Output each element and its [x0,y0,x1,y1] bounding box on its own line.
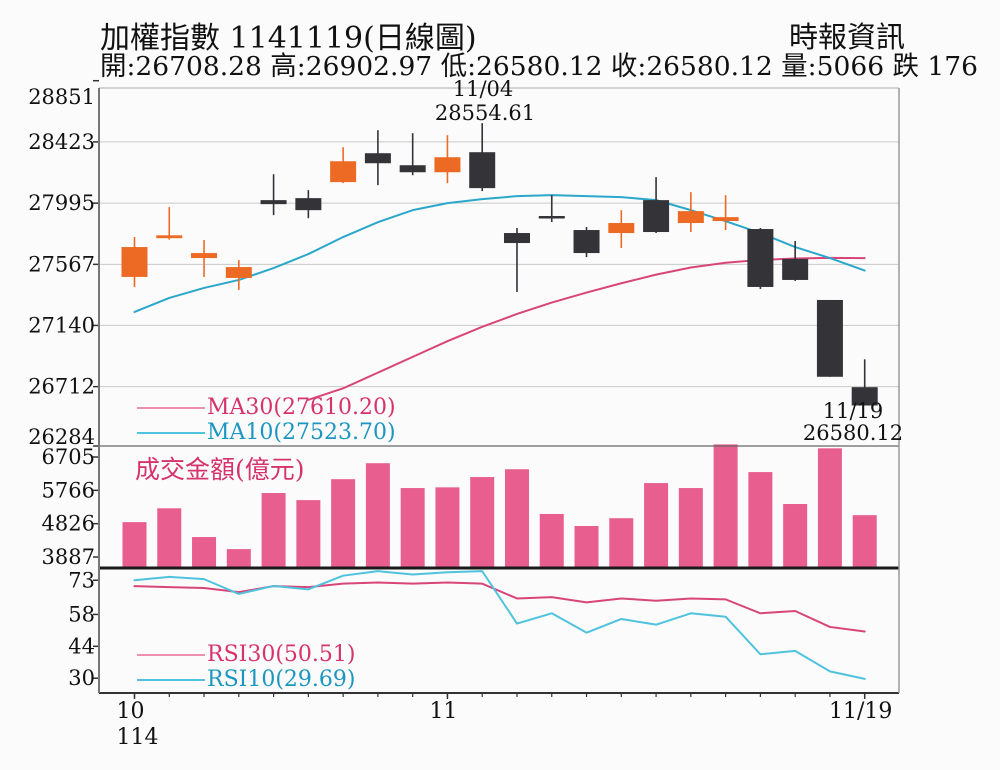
candle-body [677,211,704,224]
volume-pane-title: 成交金額(億元) [135,455,305,484]
candle-body [434,157,461,173]
volume-bar [783,504,808,568]
ma10-legend: MA10(27523.70) [137,420,396,445]
price-y-axis-label: 27995 [28,191,95,215]
rsi-y-axis-label: 58 [68,602,95,626]
rsi30-legend: RSI30(50.51) [137,642,356,667]
data-source-label: 時報資訊 [788,20,905,54]
rsi30-legend-label: RSI30(50.51) [207,642,356,667]
candle-body [538,216,565,219]
volume-bar [435,487,460,568]
volume-bar [713,444,738,568]
volume-bar [400,488,425,568]
last-date-annotation: 11/19 [822,399,884,423]
volume-bar [331,479,356,568]
rsi-y-axis-label: 44 [68,634,95,658]
volume-bar [470,477,495,568]
candle-body [747,229,774,287]
volume-bar [748,472,773,568]
volume-bar [296,500,321,568]
candle-body [782,258,809,280]
candle-body [643,200,670,233]
candle-body [851,387,878,406]
volume-bar [122,522,147,568]
volume-y-axis-label: 6705 [42,445,95,469]
volume-bar [226,549,251,568]
candle-body [608,223,635,234]
candle-body [121,247,148,277]
volume-bar [574,526,599,568]
volume-y-axis-label: 5766 [42,478,95,502]
volume-bar [539,513,564,568]
page-title: 加權指數 1141119(日線圖) [100,21,477,56]
candle-body [191,253,218,259]
volume-bar [261,493,286,568]
candle-body [816,299,843,377]
candle-body [469,152,496,189]
peak-value-annotation: 28554.61 [434,101,536,125]
x-axis-year-label: 114 [117,725,159,750]
candle-body [503,233,530,244]
volume-bar [817,448,842,568]
volume-y-axis-label: 4826 [42,512,95,536]
ma10-legend-label: MA10(27523.70) [207,420,396,445]
price-y-axis-label: 26284 [28,425,95,449]
ohlc-info-line: 開:26708.28 高:26902.97 低:26580.12 收:26580… [100,51,978,82]
price-y-axis-label: 27567 [28,252,95,276]
candle-body [330,161,357,183]
ma30-legend-label: MA30(27610.20) [207,395,396,420]
rsi30-line [133,581,866,633]
x-axis-label: 11 [429,699,457,724]
candle-body [225,267,252,278]
candle-body [399,165,426,173]
price-y-axis-label: 28423 [28,130,95,154]
volume-bar [157,508,182,568]
candle-body [156,235,183,239]
rsi10-line [133,570,866,680]
price-y-axis-label: 28851 [28,85,95,109]
rsi30-legend-line-sample [137,654,205,656]
ma30-legend-line-sample [137,407,205,409]
volume-y-axis-label: 3887 [42,545,95,569]
volume-bar [609,518,634,568]
volume-bar [365,463,390,568]
volume-bar [678,488,703,568]
rsi-y-axis-label: 30 [68,666,95,690]
price-y-axis-label: 26712 [28,375,95,399]
candle-body [573,230,600,254]
last-value-annotation: 26580.12 [802,421,904,445]
volume-bar [852,515,877,568]
volume-bar [644,483,669,568]
price-y-axis-label: 27140 [28,313,95,337]
candle-body [260,200,287,205]
candle-body [712,217,739,222]
ma30-legend: MA30(27610.20) [137,395,396,420]
ma10-line [133,194,866,313]
x-axis-label: 10 [117,699,145,724]
x-axis-label: 11/19 [829,699,892,724]
rsi10-legend-line-sample [137,679,205,681]
volume-bar [504,469,529,568]
peak-date-annotation: 11/04 [452,77,514,101]
candle-body [295,198,322,211]
ma30-line [307,256,866,401]
rsi-y-axis-label: 73 [68,568,95,592]
rsi10-legend: RSI10(29.69) [137,667,356,692]
rsi10-legend-label: RSI10(29.69) [207,667,356,692]
candle-body [364,153,391,164]
volume-bar [192,537,217,568]
ma10-legend-line-sample [137,432,205,434]
